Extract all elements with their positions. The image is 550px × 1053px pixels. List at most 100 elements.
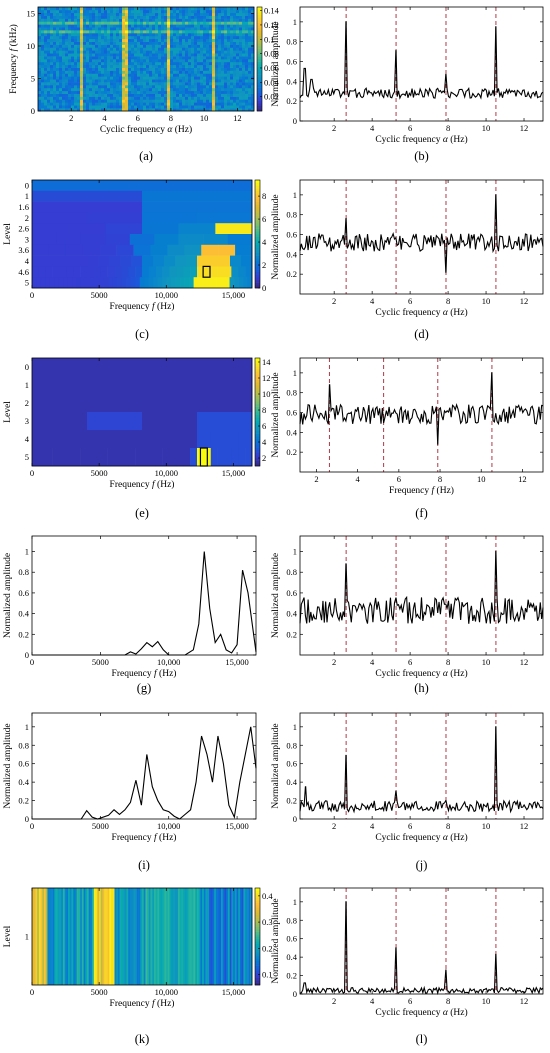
heatmap-cell xyxy=(53,93,57,97)
heatmap-cell xyxy=(236,47,240,51)
band-cell xyxy=(112,888,115,985)
colorbar-cell xyxy=(257,108,262,112)
heatmap-cell xyxy=(113,102,117,106)
heatmap-cell xyxy=(248,61,252,66)
kurtogram-cell xyxy=(32,180,253,192)
heatmap-cell xyxy=(212,96,216,100)
heatmap-cell xyxy=(248,93,252,97)
heatmap-cell xyxy=(173,50,177,54)
heatmap-cell xyxy=(188,70,192,74)
heatmap-cell xyxy=(197,9,201,14)
heatmap-cell xyxy=(113,56,117,60)
heatmap-cell xyxy=(50,105,54,109)
heatmap-cell xyxy=(47,76,51,80)
heatmap-cell xyxy=(77,90,81,94)
heatmap-cell xyxy=(233,47,237,51)
kurtogram-cell xyxy=(114,412,143,431)
heatmap-cell xyxy=(98,87,102,92)
heatmap-cell xyxy=(128,105,132,109)
heatmap-cell xyxy=(161,38,165,42)
colorbar-cell xyxy=(255,941,260,945)
heatmap-cell xyxy=(212,47,216,51)
heatmap-cell xyxy=(74,7,78,11)
heatmap-cell xyxy=(236,90,240,94)
heatmap-cell xyxy=(161,85,165,89)
heatmap-cell xyxy=(68,87,72,92)
heatmap-cell xyxy=(47,21,51,25)
heatmap-cell xyxy=(167,21,171,25)
colorbar-cell xyxy=(255,234,260,237)
heatmap-cell xyxy=(242,59,246,63)
panel-label: (b) xyxy=(414,149,429,163)
heatmap-cell xyxy=(59,73,63,77)
heatmap-cell xyxy=(239,56,243,60)
heatmap-cell xyxy=(38,96,42,100)
band-cell xyxy=(183,888,186,985)
heatmap-cell xyxy=(68,59,72,63)
heatmap-cell xyxy=(167,93,171,97)
heatmap-cell xyxy=(188,56,192,60)
heatmap-cell xyxy=(230,79,234,83)
heatmap-cell xyxy=(41,99,45,103)
kurtogram-cell xyxy=(231,266,239,278)
heatmap-cell xyxy=(98,102,102,106)
kurtogram-cell xyxy=(210,430,225,449)
heatmap-cell xyxy=(227,21,231,25)
heatmap-cell xyxy=(227,38,231,42)
heatmap-cell xyxy=(233,73,237,77)
colorbar-cell xyxy=(255,393,260,397)
heatmap-cell xyxy=(137,67,141,71)
heatmap-cell xyxy=(125,70,129,74)
heatmap-cell xyxy=(176,93,180,97)
heatmap-cell xyxy=(116,18,120,22)
heatmap-cell xyxy=(230,27,234,31)
heatmap-cell xyxy=(167,108,171,112)
heatmap-cell xyxy=(101,76,105,80)
heatmap-cell xyxy=(146,7,150,11)
colorbar-frame xyxy=(256,6,263,112)
level-tick-label: 1 xyxy=(25,380,29,390)
x-tick-label: 15,000 xyxy=(225,821,248,831)
heatmap-cell xyxy=(221,85,225,89)
heatmap-cell xyxy=(242,102,246,106)
heatmap-cell xyxy=(92,87,96,92)
heatmap-cell xyxy=(218,85,222,89)
colorbar-cell xyxy=(255,261,260,264)
heatmap-cell xyxy=(176,61,180,66)
heatmap-cell xyxy=(143,70,147,74)
heatmap-cell xyxy=(179,64,183,68)
colorbar-cell xyxy=(255,225,260,229)
kurtogram-cell xyxy=(224,430,239,449)
heatmap-cell xyxy=(221,70,225,74)
heatmap-cell xyxy=(143,53,147,57)
heatmap-cell xyxy=(119,87,123,92)
heatmap-cell xyxy=(224,61,228,66)
heatmap-cell xyxy=(137,35,141,40)
heatmap-cell xyxy=(104,56,108,60)
heatmap-cell xyxy=(170,93,174,97)
heatmap-cell xyxy=(122,27,126,31)
heatmap-cell xyxy=(62,79,66,83)
heatmap-cell xyxy=(197,59,201,63)
heatmap-cell xyxy=(131,59,135,63)
heatmap-cell xyxy=(161,27,165,31)
kurtogram-cell xyxy=(59,412,88,431)
heatmap-cell xyxy=(50,35,54,40)
heatmap-cell xyxy=(98,96,102,100)
heatmap-cell xyxy=(170,56,174,60)
heatmap-cell xyxy=(71,47,75,51)
x-tick-label: 6 xyxy=(136,113,140,123)
heatmap-cell xyxy=(203,96,207,100)
heatmap-cell xyxy=(140,70,144,74)
band-cell xyxy=(54,888,57,985)
heatmap-cell xyxy=(122,102,126,106)
heatmap-cell xyxy=(53,79,57,83)
heatmap-cell xyxy=(113,79,117,83)
heatmap-cell xyxy=(71,56,75,60)
heatmap-cell xyxy=(89,64,93,68)
heatmap-cell xyxy=(143,90,147,94)
heatmap-cell xyxy=(95,24,99,28)
heatmap-cell xyxy=(152,79,156,83)
heatmap-cell xyxy=(140,76,144,80)
heatmap-cell xyxy=(47,41,51,45)
